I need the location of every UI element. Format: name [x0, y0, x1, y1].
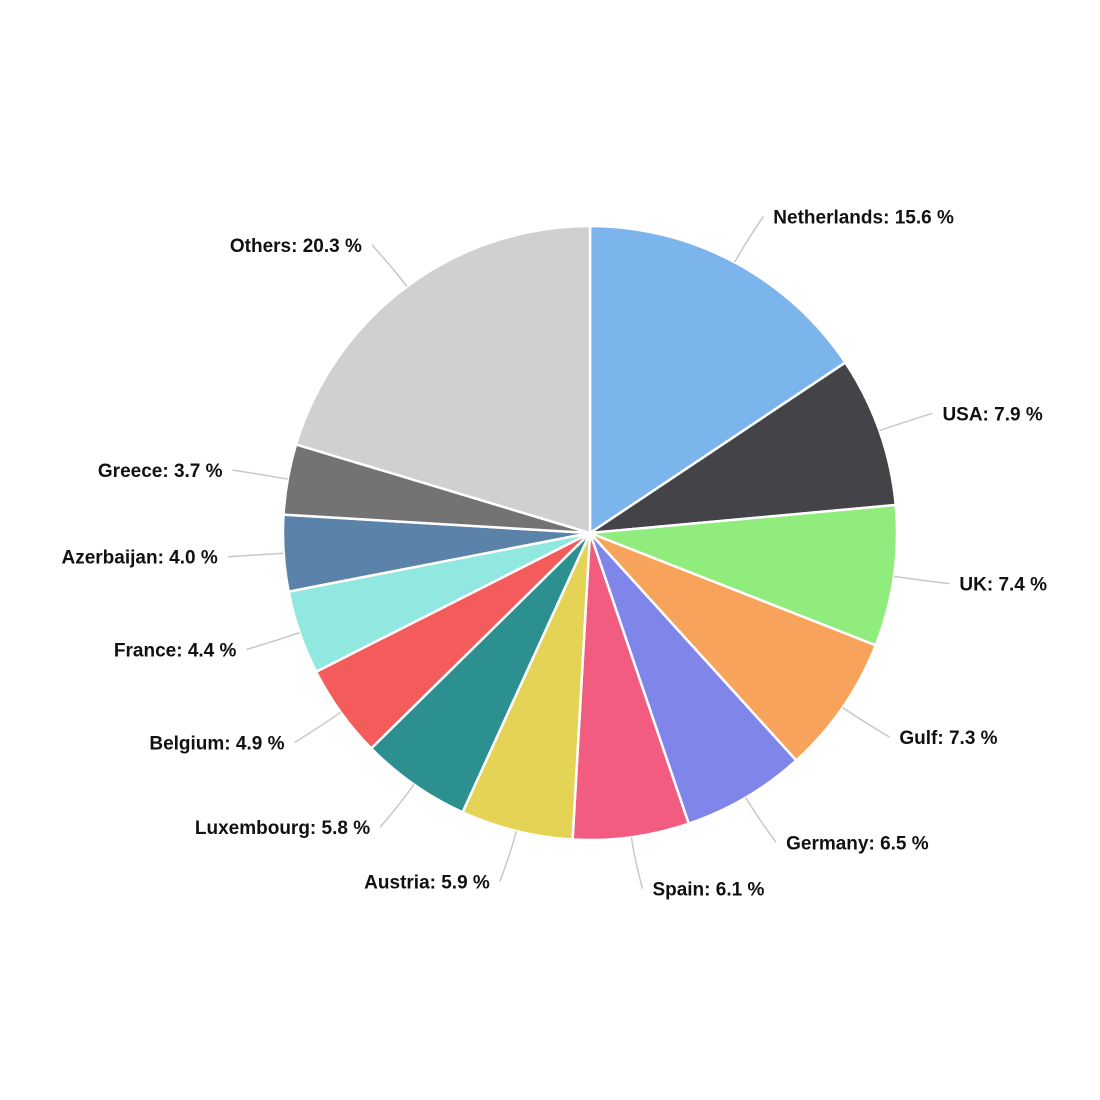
connector-austria [499, 830, 518, 882]
connector-usa [879, 412, 933, 432]
data-label-germany: Germany: 6.5 % [786, 833, 929, 854]
connector-germany [745, 797, 777, 843]
slice-netherlands[interactable] [588, 224, 847, 535]
slices-layer [281, 224, 899, 842]
data-label-austria: Austria: 5.9 % [364, 873, 490, 894]
data-label-uk: UK: 7.4 % [959, 575, 1047, 596]
connector-greece [232, 469, 288, 480]
data-label-france: France: 4.4 % [114, 641, 237, 662]
connector-netherlands [734, 215, 764, 263]
slice-others[interactable] [294, 224, 592, 535]
connectors-layer [227, 215, 950, 889]
data-label-greece: Greece: 3.7 % [98, 461, 223, 482]
slice-spain[interactable] [571, 531, 690, 842]
slice-usa[interactable] [588, 361, 897, 535]
data-label-luxembourg: Luxembourg: 5.8 % [195, 818, 370, 839]
connector-luxembourg [379, 784, 415, 828]
connector-belgium [294, 711, 342, 744]
labels-layer: Netherlands: 15.6 % USA: 7.9 % UK: 7.4 % Gu… [61, 207, 1047, 900]
connector-france [246, 631, 300, 651]
connector-azerbaijan [227, 552, 284, 558]
data-label-netherlands: Netherlands: 15.6 % [773, 207, 954, 228]
data-label-others: Others: 20.3 % [230, 236, 362, 257]
connector-gulf [842, 706, 890, 738]
connector-spain [630, 837, 644, 889]
data-label-gulf: Gulf: 7.3 % [899, 728, 997, 749]
data-label-belgium: Belgium: 4.9 % [149, 734, 284, 755]
connector-uk [893, 575, 950, 585]
data-label-spain: Spain: 6.1 % [652, 880, 764, 901]
connector-others [371, 244, 408, 288]
slice-germany[interactable] [588, 531, 798, 825]
data-label-azerbaijan: Azerbaijan: 4.0 % [61, 548, 217, 569]
data-label-usa: USA: 7.9 % [942, 404, 1042, 425]
